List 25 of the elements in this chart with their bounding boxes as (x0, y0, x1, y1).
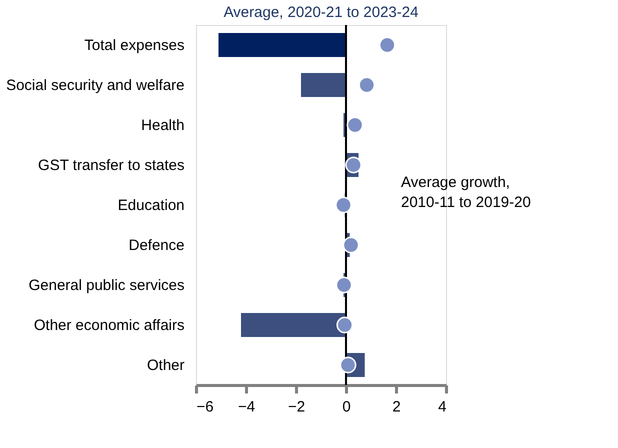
point (378, 36, 396, 54)
y-tick-label: General public services (28, 277, 184, 294)
x-tick-label: 0 (342, 398, 351, 416)
point (336, 276, 352, 294)
point (335, 196, 352, 214)
y-tick-label: Defence (128, 237, 184, 254)
x-tick-label: −6 (196, 398, 214, 416)
point (345, 156, 362, 174)
x-tick-label: 4 (438, 398, 446, 416)
point (358, 76, 376, 94)
x-tick-label: 2 (392, 398, 401, 416)
chart-title: Average, 2020-21 to 2023-24 (224, 4, 418, 21)
point (346, 116, 364, 134)
y-tick-label: Education (118, 197, 184, 214)
y-tick-label: Health (141, 117, 184, 134)
x-tick-label: −4 (238, 398, 256, 416)
point (336, 316, 354, 334)
y-tick-label: Other (146, 357, 185, 374)
y-tick-label: Total expenses (84, 37, 184, 54)
annotation: Average growth, 2010-11 to 2019-20 (401, 174, 531, 211)
point (342, 236, 360, 254)
y-tick-label: Other economic affairs (34, 317, 184, 334)
y-tick-label: Social security and welfare (6, 77, 184, 94)
y-tick-label: GST transfer to states (38, 157, 184, 174)
x-tick-label: −2 (288, 398, 306, 416)
